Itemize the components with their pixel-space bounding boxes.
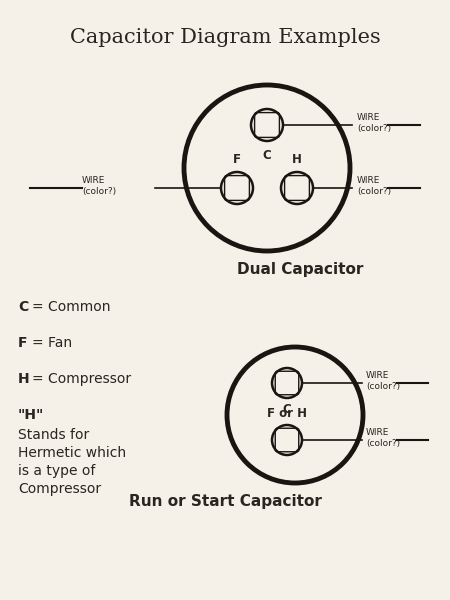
Text: C: C [263,149,271,162]
Text: Capacitor Diagram Examples: Capacitor Diagram Examples [70,28,380,47]
Text: Hermetic which: Hermetic which [18,446,126,460]
Text: = Common: = Common [32,300,111,314]
Circle shape [272,425,302,455]
Text: F or H: F or H [267,407,307,420]
Text: C: C [283,403,292,416]
Text: F: F [233,153,241,166]
Text: F: F [18,336,27,350]
Text: WIRE
(color?): WIRE (color?) [366,428,400,448]
Text: H: H [292,153,302,166]
Text: "H": "H" [18,408,45,422]
Text: Stands for: Stands for [18,428,89,442]
Text: WIRE
(color?): WIRE (color?) [357,176,391,196]
Circle shape [251,109,283,141]
Text: C: C [18,300,28,314]
Text: H: H [18,372,30,386]
Circle shape [281,172,313,204]
Circle shape [227,347,363,483]
Text: Run or Start Capacitor: Run or Start Capacitor [129,494,321,509]
Text: Dual Capacitor: Dual Capacitor [237,262,363,277]
Circle shape [184,85,350,251]
Text: WIRE
(color?): WIRE (color?) [82,176,116,196]
Circle shape [221,172,253,204]
Text: is a type of: is a type of [18,464,95,478]
Text: = Fan: = Fan [32,336,72,350]
Text: WIRE
(color?): WIRE (color?) [366,371,400,391]
Circle shape [272,368,302,398]
Text: = Compressor: = Compressor [32,372,131,386]
Text: WIRE
(color?): WIRE (color?) [357,113,391,133]
Text: Compressor: Compressor [18,482,101,496]
